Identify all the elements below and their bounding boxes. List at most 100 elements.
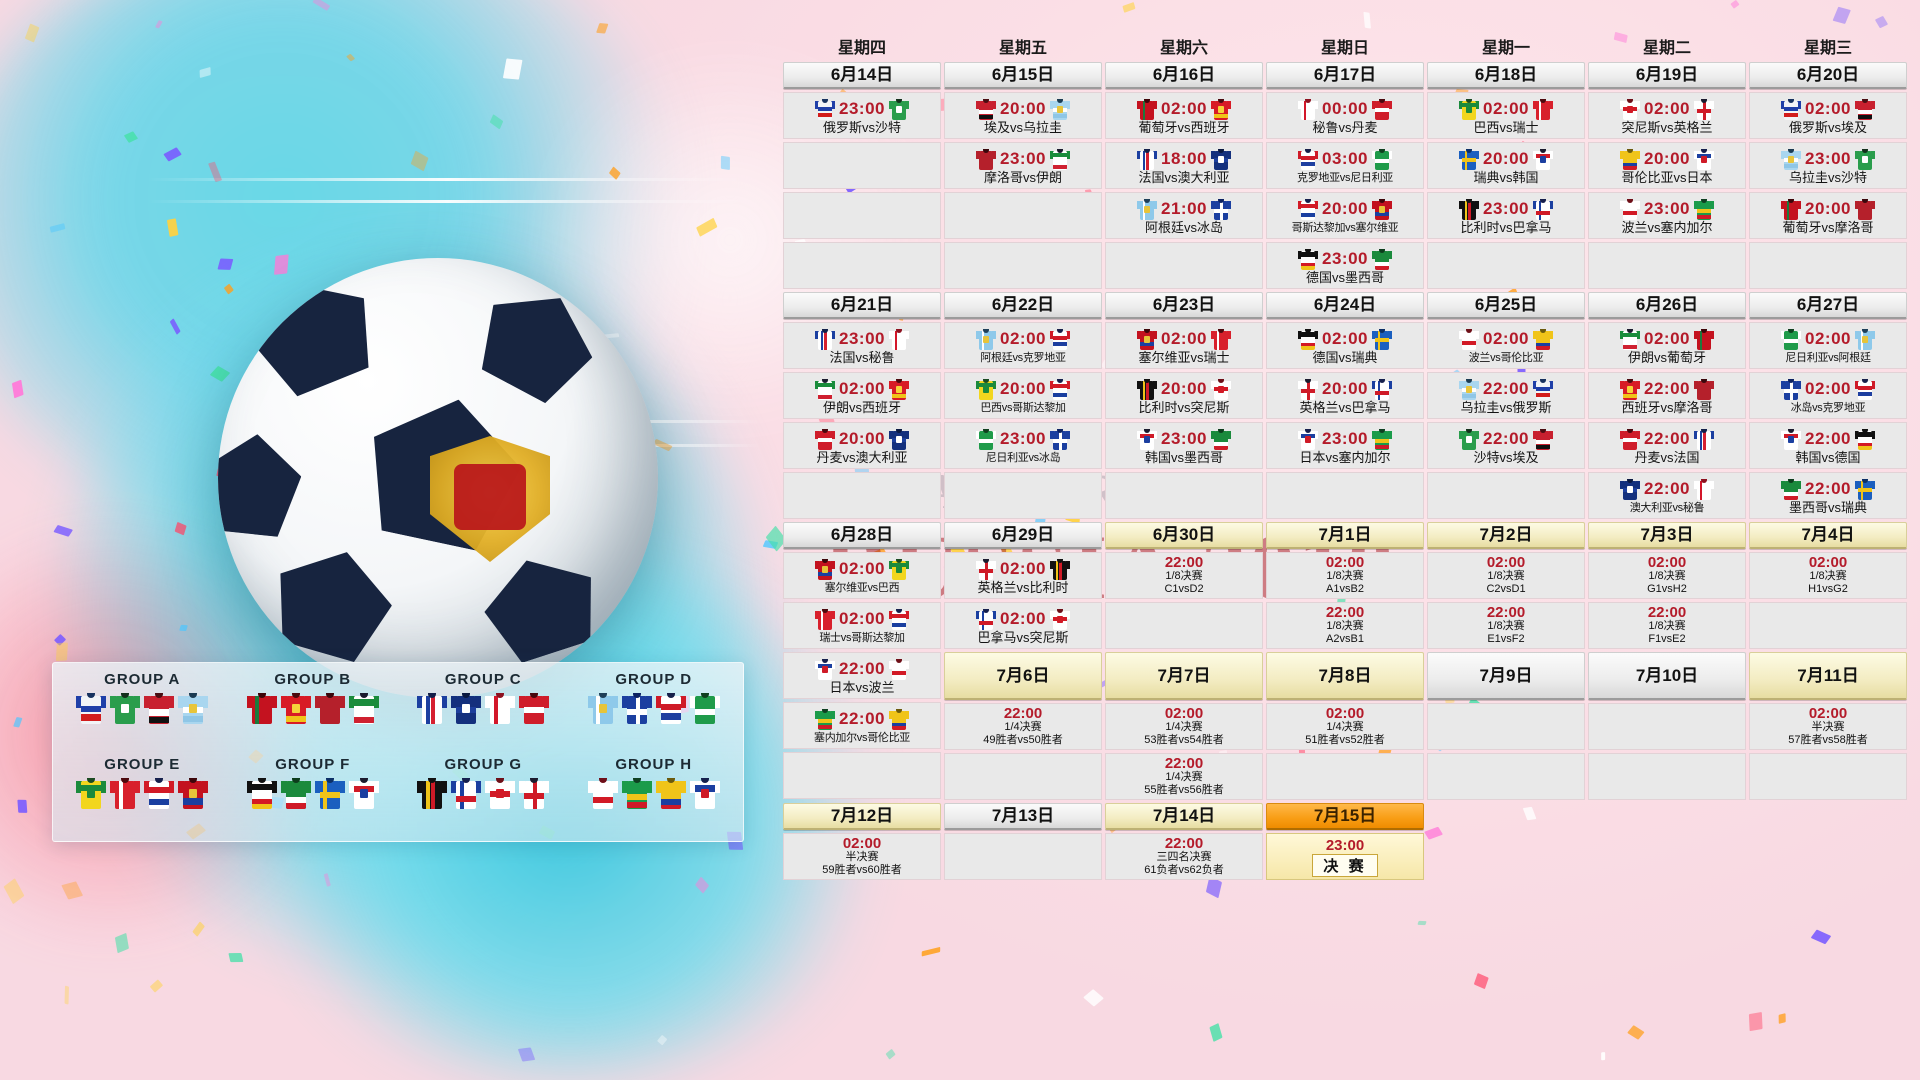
match-cell[interactable]: 20:00 丹麦vs澳大利亚 <box>783 422 941 469</box>
date-header-7月9日[interactable]: 7月9日 <box>1427 652 1585 700</box>
match-cell[interactable]: 02:00 德国vs瑞典 <box>1266 322 1424 369</box>
final-match-cell[interactable]: 23:00 决 赛 <box>1266 833 1424 880</box>
match-cell[interactable]: 20:00 巴西vs哥斯达黎加 <box>944 372 1102 419</box>
knockout-match-cell[interactable]: 22:00 1/8决赛 C1vsD2 <box>1105 552 1263 599</box>
knockout-match-cell[interactable]: 22:00 1/8决赛 F1vsE2 <box>1588 602 1746 649</box>
group-group-e[interactable]: GROUP E <box>57 752 228 837</box>
match-cell[interactable]: 02:00 塞尔维亚vs瑞士 <box>1105 322 1263 369</box>
date-header-7月2日[interactable]: 7月2日 <box>1427 522 1585 549</box>
date-header-6月24日[interactable]: 6月24日 <box>1266 292 1424 319</box>
date-header-7月1日[interactable]: 7月1日 <box>1266 522 1424 549</box>
group-group-c[interactable]: GROUP C <box>398 667 569 752</box>
date-header-7月11日[interactable]: 7月11日 <box>1749 652 1907 700</box>
knockout-match-cell[interactable]: 22:00 1/4决赛 55胜者vs56胜者 <box>1105 753 1263 800</box>
match-cell[interactable]: 23:00 俄罗斯vs沙特 <box>783 92 941 139</box>
date-header-6月19日[interactable]: 6月19日 <box>1588 62 1746 89</box>
date-header-6月14日[interactable]: 6月14日 <box>783 62 941 89</box>
match-cell[interactable]: 02:00 突尼斯vs英格兰 <box>1588 92 1746 139</box>
date-header-7月3日[interactable]: 7月3日 <box>1588 522 1746 549</box>
date-header-6月26日[interactable]: 6月26日 <box>1588 292 1746 319</box>
date-header-6月23日[interactable]: 6月23日 <box>1105 292 1263 319</box>
match-cell[interactable]: 02:00 英格兰vs比利时 <box>944 552 1102 599</box>
match-cell[interactable]: 23:00 法国vs秘鲁 <box>783 322 941 369</box>
date-header-7月13日[interactable]: 7月13日 <box>944 803 1102 830</box>
knockout-match-cell[interactable]: 02:00 半决赛 59胜者vs60胜者 <box>783 833 941 880</box>
group-group-f[interactable]: GROUP F <box>228 752 399 837</box>
group-group-h[interactable]: GROUP H <box>569 752 740 837</box>
match-cell[interactable]: 23:00 波兰vs塞内加尔 <box>1588 192 1746 239</box>
match-cell[interactable]: 21:00 阿根廷vs冰岛 <box>1105 192 1263 239</box>
match-cell[interactable]: 23:00 日本vs塞内加尔 <box>1266 422 1424 469</box>
match-cell[interactable]: 02:00 塞尔维亚vs巴西 <box>783 552 941 599</box>
match-cell[interactable]: 02:00 伊朗vs西班牙 <box>783 372 941 419</box>
knockout-match-cell[interactable]: 22:00 三四名决赛 61负者vs62负者 <box>1105 833 1263 880</box>
date-header-6月17日[interactable]: 6月17日 <box>1266 62 1424 89</box>
date-header-7月14日[interactable]: 7月14日 <box>1105 803 1263 830</box>
match-cell[interactable]: 02:00 波兰vs哥伦比亚 <box>1427 322 1585 369</box>
date-header-7月8日[interactable]: 7月8日 <box>1266 652 1424 700</box>
group-group-d[interactable]: GROUP D <box>569 667 740 752</box>
date-header-7月12日[interactable]: 7月12日 <box>783 803 941 830</box>
match-cell[interactable]: 23:00 德国vs墨西哥 <box>1266 242 1424 289</box>
match-cell[interactable]: 02:00 尼日利亚vs阿根廷 <box>1749 322 1907 369</box>
knockout-match-cell[interactable]: 22:00 1/8决赛 A2vsB1 <box>1266 602 1424 649</box>
match-cell[interactable]: 20:00 比利时vs突尼斯 <box>1105 372 1263 419</box>
match-cell[interactable]: 23:00 比利时vs巴拿马 <box>1427 192 1585 239</box>
match-cell[interactable]: 20:00 葡萄牙vs摩洛哥 <box>1749 192 1907 239</box>
match-cell[interactable]: 20:00 瑞典vs韩国 <box>1427 142 1585 189</box>
match-cell[interactable]: 23:00 乌拉圭vs沙特 <box>1749 142 1907 189</box>
match-cell[interactable]: 22:00 塞内加尔vs哥伦比亚 <box>783 702 941 749</box>
match-cell[interactable]: 23:00 韩国vs墨西哥 <box>1105 422 1263 469</box>
match-cell[interactable]: 22:00 丹麦vs法国 <box>1588 422 1746 469</box>
match-cell[interactable]: 22:00 韩国vs德国 <box>1749 422 1907 469</box>
match-cell[interactable]: 20:00 埃及vs乌拉圭 <box>944 92 1102 139</box>
knockout-match-cell[interactable]: 02:00 1/8决赛 A1vsB2 <box>1266 552 1424 599</box>
date-header-6月21日[interactable]: 6月21日 <box>783 292 941 319</box>
knockout-match-cell[interactable]: 02:00 1/4决赛 53胜者vs54胜者 <box>1105 703 1263 750</box>
date-header-6月25日[interactable]: 6月25日 <box>1427 292 1585 319</box>
match-cell[interactable]: 02:00 巴西vs瑞士 <box>1427 92 1585 139</box>
group-group-g[interactable]: GROUP G <box>398 752 569 837</box>
date-header-6月28日[interactable]: 6月28日 <box>783 522 941 549</box>
date-header-7月6日[interactable]: 7月6日 <box>944 652 1102 700</box>
match-cell[interactable]: 02:00 葡萄牙vs西班牙 <box>1105 92 1263 139</box>
knockout-match-cell[interactable]: 02:00 1/8决赛 H1vsG2 <box>1749 552 1907 599</box>
match-cell[interactable]: 03:00 克罗地亚vs尼日利亚 <box>1266 142 1424 189</box>
date-header-6月29日[interactable]: 6月29日 <box>944 522 1102 549</box>
match-cell[interactable]: 22:00 墨西哥vs瑞典 <box>1749 472 1907 519</box>
group-group-a[interactable]: GROUP A <box>57 667 228 752</box>
date-header-6月30日[interactable]: 6月30日 <box>1105 522 1263 549</box>
match-cell[interactable]: 18:00 法国vs澳大利亚 <box>1105 142 1263 189</box>
knockout-match-cell[interactable]: 02:00 半决赛 57胜者vs58胜者 <box>1749 703 1907 750</box>
match-cell[interactable]: 02:00 俄罗斯vs埃及 <box>1749 92 1907 139</box>
match-cell[interactable]: 20:00 英格兰vs巴拿马 <box>1266 372 1424 419</box>
match-cell[interactable]: 02:00 阿根廷vs克罗地亚 <box>944 322 1102 369</box>
date-header-6月22日[interactable]: 6月22日 <box>944 292 1102 319</box>
date-header-7月7日[interactable]: 7月7日 <box>1105 652 1263 700</box>
match-cell[interactable]: 23:00 尼日利亚vs冰岛 <box>944 422 1102 469</box>
match-cell[interactable]: 02:00 瑞士vs哥斯达黎加 <box>783 602 941 649</box>
date-header-6月16日[interactable]: 6月16日 <box>1105 62 1263 89</box>
date-header-6月18日[interactable]: 6月18日 <box>1427 62 1585 89</box>
date-header-7月4日[interactable]: 7月4日 <box>1749 522 1907 549</box>
match-cell[interactable]: 02:00 伊朗vs葡萄牙 <box>1588 322 1746 369</box>
date-header-6月27日[interactable]: 6月27日 <box>1749 292 1907 319</box>
match-cell[interactable]: 00:00 秘鲁vs丹麦 <box>1266 92 1424 139</box>
knockout-match-cell[interactable]: 22:00 1/8决赛 E1vsF2 <box>1427 602 1585 649</box>
knockout-match-cell[interactable]: 22:00 1/4决赛 49胜者vs50胜者 <box>944 703 1102 750</box>
match-cell[interactable]: 02:00 冰岛vs克罗地亚 <box>1749 372 1907 419</box>
group-group-b[interactable]: GROUP B <box>228 667 399 752</box>
date-header-6月15日[interactable]: 6月15日 <box>944 62 1102 89</box>
match-cell[interactable]: 20:00 哥斯达黎加vs塞尔维亚 <box>1266 192 1424 239</box>
match-cell[interactable]: 22:00 西班牙vs摩洛哥 <box>1588 372 1746 419</box>
match-cell[interactable]: 22:00 乌拉圭vs俄罗斯 <box>1427 372 1585 419</box>
knockout-match-cell[interactable]: 02:00 1/4决赛 51胜者vs52胜者 <box>1266 703 1424 750</box>
match-cell[interactable]: 20:00 哥伦比亚vs日本 <box>1588 142 1746 189</box>
match-cell[interactable]: 23:00 摩洛哥vs伊朗 <box>944 142 1102 189</box>
match-cell[interactable]: 22:00 沙特vs埃及 <box>1427 422 1585 469</box>
match-cell[interactable]: 22:00 澳大利亚vs秘鲁 <box>1588 472 1746 519</box>
date-header-6月20日[interactable]: 6月20日 <box>1749 62 1907 89</box>
knockout-match-cell[interactable]: 02:00 1/8决赛 G1vsH2 <box>1588 552 1746 599</box>
date-header-7月10日[interactable]: 7月10日 <box>1588 652 1746 700</box>
match-cell[interactable]: 22:00 日本vs波兰 <box>783 652 941 699</box>
